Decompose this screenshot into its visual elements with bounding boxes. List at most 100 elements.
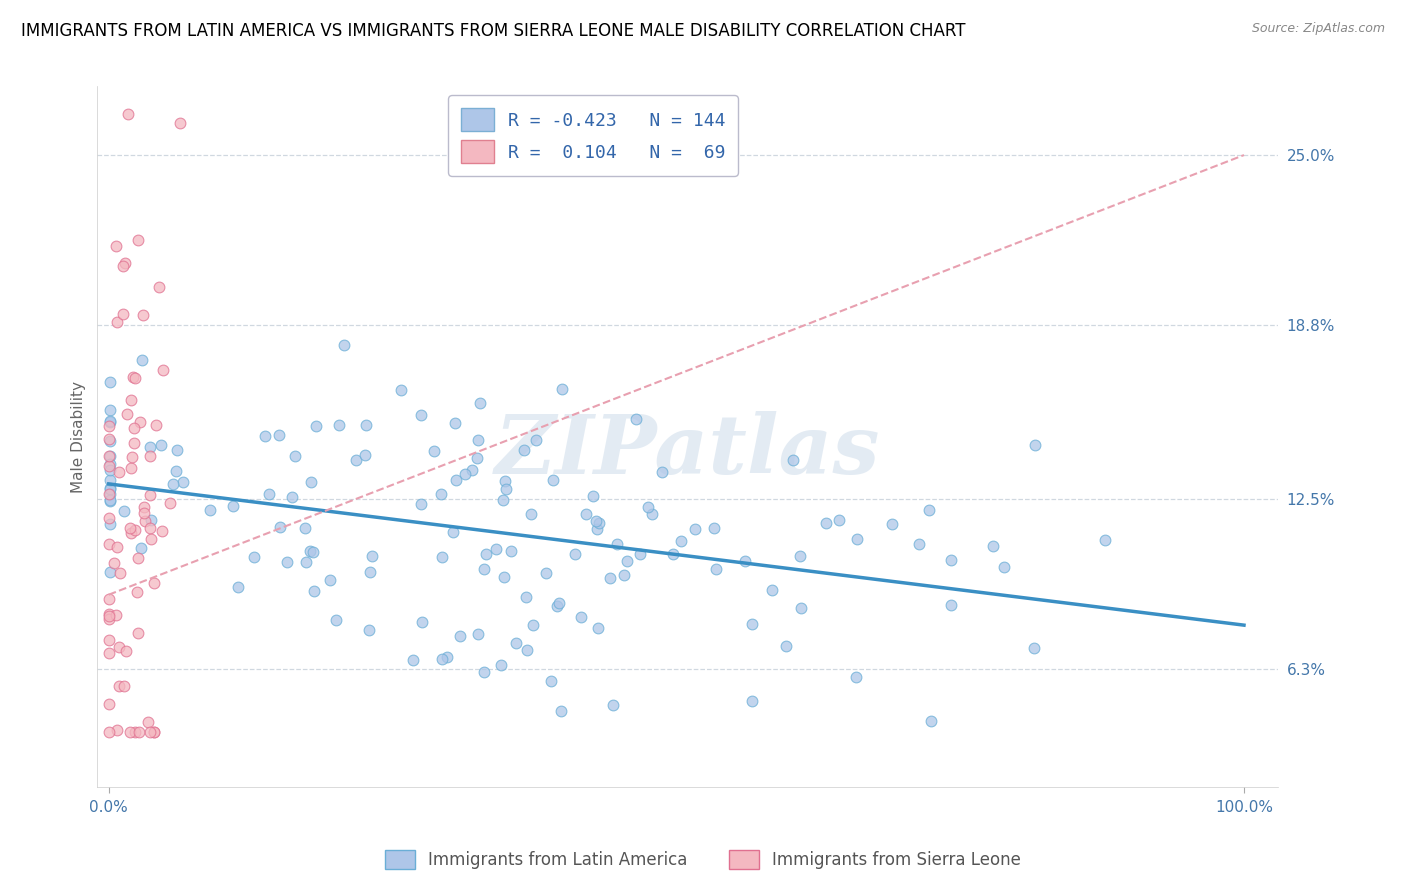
Point <box>409 497 432 511</box>
Point <box>333 338 356 352</box>
Point <box>516 643 538 657</box>
Point <box>98 492 121 507</box>
Point <box>122 436 145 450</box>
Point <box>551 382 574 396</box>
Legend: Immigrants from Latin America, Immigrants from Sierra Leone: Immigrants from Latin America, Immigrant… <box>375 840 1031 880</box>
Text: ZIPatlas: ZIPatlas <box>495 410 880 491</box>
Point <box>111 259 134 273</box>
Point <box>269 428 291 442</box>
Point <box>127 626 149 640</box>
Point <box>453 467 475 482</box>
Point <box>588 516 610 531</box>
Point <box>98 415 121 429</box>
Point <box>269 520 291 534</box>
Point <box>920 714 942 728</box>
Point <box>344 452 367 467</box>
Point <box>118 725 141 739</box>
Point <box>98 434 121 448</box>
Point <box>319 573 342 587</box>
Point <box>97 725 120 739</box>
Point <box>131 352 153 367</box>
Point <box>98 375 121 389</box>
Point <box>122 369 145 384</box>
Point <box>112 679 135 693</box>
Point <box>138 725 160 739</box>
Point <box>98 511 121 525</box>
Point <box>117 107 139 121</box>
Point <box>111 307 134 321</box>
Point <box>98 473 121 487</box>
Point <box>467 627 489 641</box>
Point <box>475 547 498 561</box>
Point <box>616 554 638 568</box>
Point <box>115 407 138 421</box>
Point <box>128 725 150 739</box>
Point <box>354 417 377 432</box>
Point <box>114 644 136 658</box>
Point <box>105 608 128 623</box>
Point <box>981 539 1004 553</box>
Point <box>741 693 763 707</box>
Point <box>127 233 149 247</box>
Legend: R = -0.423   N = 144, R =  0.104   N =  69: R = -0.423 N = 144, R = 0.104 N = 69 <box>449 95 738 176</box>
Point <box>541 473 564 487</box>
Point <box>98 457 121 471</box>
Point <box>641 507 664 521</box>
Point <box>703 521 725 535</box>
Point <box>98 494 121 508</box>
Point <box>575 507 598 521</box>
Point <box>139 449 162 463</box>
Point <box>789 549 811 563</box>
Point <box>142 725 165 739</box>
Point <box>228 581 250 595</box>
Y-axis label: Male Disability: Male Disability <box>72 381 86 492</box>
Point <box>281 490 304 504</box>
Point <box>97 419 120 434</box>
Point <box>360 565 382 579</box>
Point <box>112 504 135 518</box>
Point <box>599 571 621 585</box>
Point <box>98 481 121 495</box>
Point <box>429 487 451 501</box>
Point <box>492 570 515 584</box>
Point <box>547 596 569 610</box>
Point <box>98 565 121 579</box>
Point <box>361 549 384 563</box>
Point <box>138 715 160 730</box>
Point <box>465 451 488 466</box>
Point <box>790 601 813 615</box>
Point <box>124 524 146 538</box>
Point <box>470 396 492 410</box>
Point <box>461 463 484 477</box>
Point <box>253 429 276 443</box>
Point <box>1024 438 1046 452</box>
Point <box>882 517 904 532</box>
Point <box>257 487 280 501</box>
Point <box>444 416 467 430</box>
Point <box>295 555 318 569</box>
Point <box>159 496 181 510</box>
Point <box>243 550 266 565</box>
Point <box>108 465 131 479</box>
Point <box>150 524 173 538</box>
Point <box>515 590 537 604</box>
Point <box>782 452 804 467</box>
Point <box>98 450 121 464</box>
Point <box>103 556 125 570</box>
Point <box>409 408 432 422</box>
Point <box>284 449 307 463</box>
Point <box>585 514 607 528</box>
Point <box>97 459 120 474</box>
Point <box>162 477 184 491</box>
Point <box>134 514 156 528</box>
Point <box>546 599 568 613</box>
Point <box>436 649 458 664</box>
Point <box>495 482 517 496</box>
Point <box>683 522 706 536</box>
Point <box>124 370 146 384</box>
Point <box>97 591 120 606</box>
Point <box>120 393 142 408</box>
Point <box>108 640 131 655</box>
Point <box>98 463 121 477</box>
Point <box>761 582 783 597</box>
